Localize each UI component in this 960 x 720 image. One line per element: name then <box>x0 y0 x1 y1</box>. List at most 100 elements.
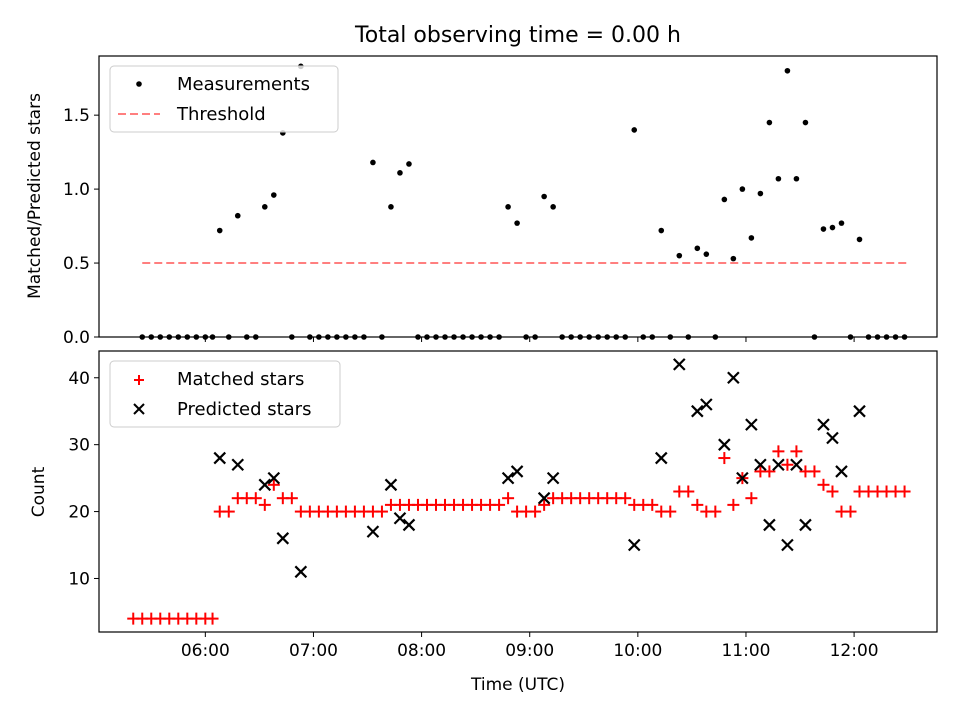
x-tick-label: 12:00 <box>830 641 879 661</box>
predicted-stars-point <box>781 538 794 552</box>
measurement-point <box>631 127 638 133</box>
matched-stars-point <box>538 498 551 511</box>
matched-stars-point <box>808 465 821 478</box>
measurement-point <box>820 226 827 232</box>
predicted-stars-point <box>213 451 227 465</box>
matched-stars-point <box>817 478 830 491</box>
count-x-ticks: 06:00 07:00 08:00 09:00 10:00 11:00 12:00 <box>181 632 879 661</box>
ratio-legend: Measurements Threshold <box>109 65 339 133</box>
legend-measurements-label: Measurements <box>177 74 310 95</box>
measurement-point <box>775 175 782 182</box>
matched-stars-point <box>529 505 542 518</box>
matched-stars-point <box>285 492 298 505</box>
count-y-tick-label: 10 <box>68 569 90 589</box>
predicted-stars-point <box>267 471 281 485</box>
ratio-y-tick-label: 0.5 <box>63 254 90 274</box>
measurement-point <box>793 175 800 182</box>
matched-stars-point <box>646 498 659 511</box>
measurement-point <box>541 193 547 200</box>
count-y-axis-label: Count <box>29 466 49 517</box>
predicted-stars-point <box>393 511 407 525</box>
count-plot-area <box>127 358 911 625</box>
predicted-stars-point <box>817 418 830 431</box>
predicted-stars-point <box>294 565 308 579</box>
x-tick-label: 09:00 <box>505 641 554 661</box>
ratio-y-axis-label: Matched/Predicted stars <box>25 93 45 299</box>
count-y-tick-label: 20 <box>68 503 90 523</box>
predicted-stars-point <box>231 458 245 472</box>
matched-stars-point <box>709 505 722 518</box>
predicted-stars-point <box>537 491 551 505</box>
matched-stars-point <box>682 485 695 498</box>
matched-stars-point <box>691 498 704 511</box>
matched-stars-point <box>790 445 803 458</box>
matched-stars-point <box>258 498 271 511</box>
predicted-stars-point <box>402 518 416 532</box>
count-y-ticks: 10 20 30 40 <box>68 369 99 589</box>
measurement-point <box>694 245 701 252</box>
measurement-point <box>730 255 737 262</box>
predicted-stars-point <box>510 465 524 478</box>
matched-stars-point <box>781 458 794 471</box>
matched-stars-point <box>664 505 677 518</box>
legend-threshold-label: Threshold <box>176 104 266 125</box>
matched-stars-point <box>267 478 280 491</box>
ratio-x-ticks <box>204 337 855 342</box>
predicted-stars-point <box>546 471 560 485</box>
count-y-tick-label: 30 <box>68 436 90 456</box>
measurement-point <box>739 186 746 192</box>
measurement-point <box>234 212 241 219</box>
x-axis-label: Time (UTC) <box>470 675 565 695</box>
matched-stars-point <box>375 505 388 518</box>
predicted-stars-point <box>763 518 776 532</box>
measurement-point <box>550 204 556 210</box>
measurement-point <box>802 119 809 126</box>
matched-stars-point <box>826 485 839 498</box>
count-axes-frame <box>98 350 938 633</box>
matched-stars-point <box>493 498 506 511</box>
legend-matched-label: Matched stars <box>177 369 304 390</box>
matched-stars-point <box>898 485 911 498</box>
x-tick-label: 11:00 <box>721 641 770 661</box>
ratio-y-tick-label: 1.0 <box>63 180 90 200</box>
predicted-stars-point <box>258 478 272 492</box>
x-tick-label: 08:00 <box>397 641 446 661</box>
predicted-stars-point <box>366 525 380 538</box>
matched-stars-point <box>502 492 515 505</box>
measurement-point <box>261 204 268 210</box>
predicted-stars-point <box>772 458 785 472</box>
predicted-stars-point <box>736 471 749 485</box>
predicted-stars-point <box>384 478 398 492</box>
predicted-stars-point <box>745 418 758 431</box>
ratio-y-tick-label: 1.5 <box>63 106 90 126</box>
measurement-point <box>514 220 520 226</box>
predicted-stars-point <box>276 532 290 545</box>
matched-stars-point <box>727 498 740 511</box>
chart-title: Total observing time = 0.00 h <box>354 23 681 48</box>
count-panel: Count Time (UTC) 10 20 30 40 06:00 07:00 08:0… <box>29 350 938 695</box>
legend-matched-marker <box>134 375 144 385</box>
predicted-stars-point <box>627 538 641 552</box>
measurement-point <box>703 251 710 257</box>
x-tick-label: 10:00 <box>613 641 662 661</box>
predicted-stars-point <box>718 438 731 451</box>
ratio-y-tick-label: 0.0 <box>63 328 90 348</box>
matched-stars-point <box>844 505 857 518</box>
legend-predicted-label: Predicted stars <box>177 399 311 420</box>
predicted-stars-point <box>799 518 812 532</box>
matched-stars-point <box>772 445 785 458</box>
count-y-tick-label: 40 <box>68 369 90 389</box>
matched-stars-point <box>763 465 776 478</box>
predicted-stars-point <box>673 358 686 371</box>
predicted-stars-point <box>501 471 515 485</box>
measurement-point <box>505 204 511 210</box>
matched-stars-point <box>249 492 262 505</box>
measurement-point <box>766 119 773 126</box>
measurement-point <box>721 196 728 203</box>
legend-predicted-marker <box>133 403 145 415</box>
x-tick-label: 07:00 <box>289 641 338 661</box>
legend-measurements-marker <box>136 81 142 87</box>
predicted-stars-point <box>826 431 839 445</box>
ratio-plot-area <box>139 63 909 340</box>
